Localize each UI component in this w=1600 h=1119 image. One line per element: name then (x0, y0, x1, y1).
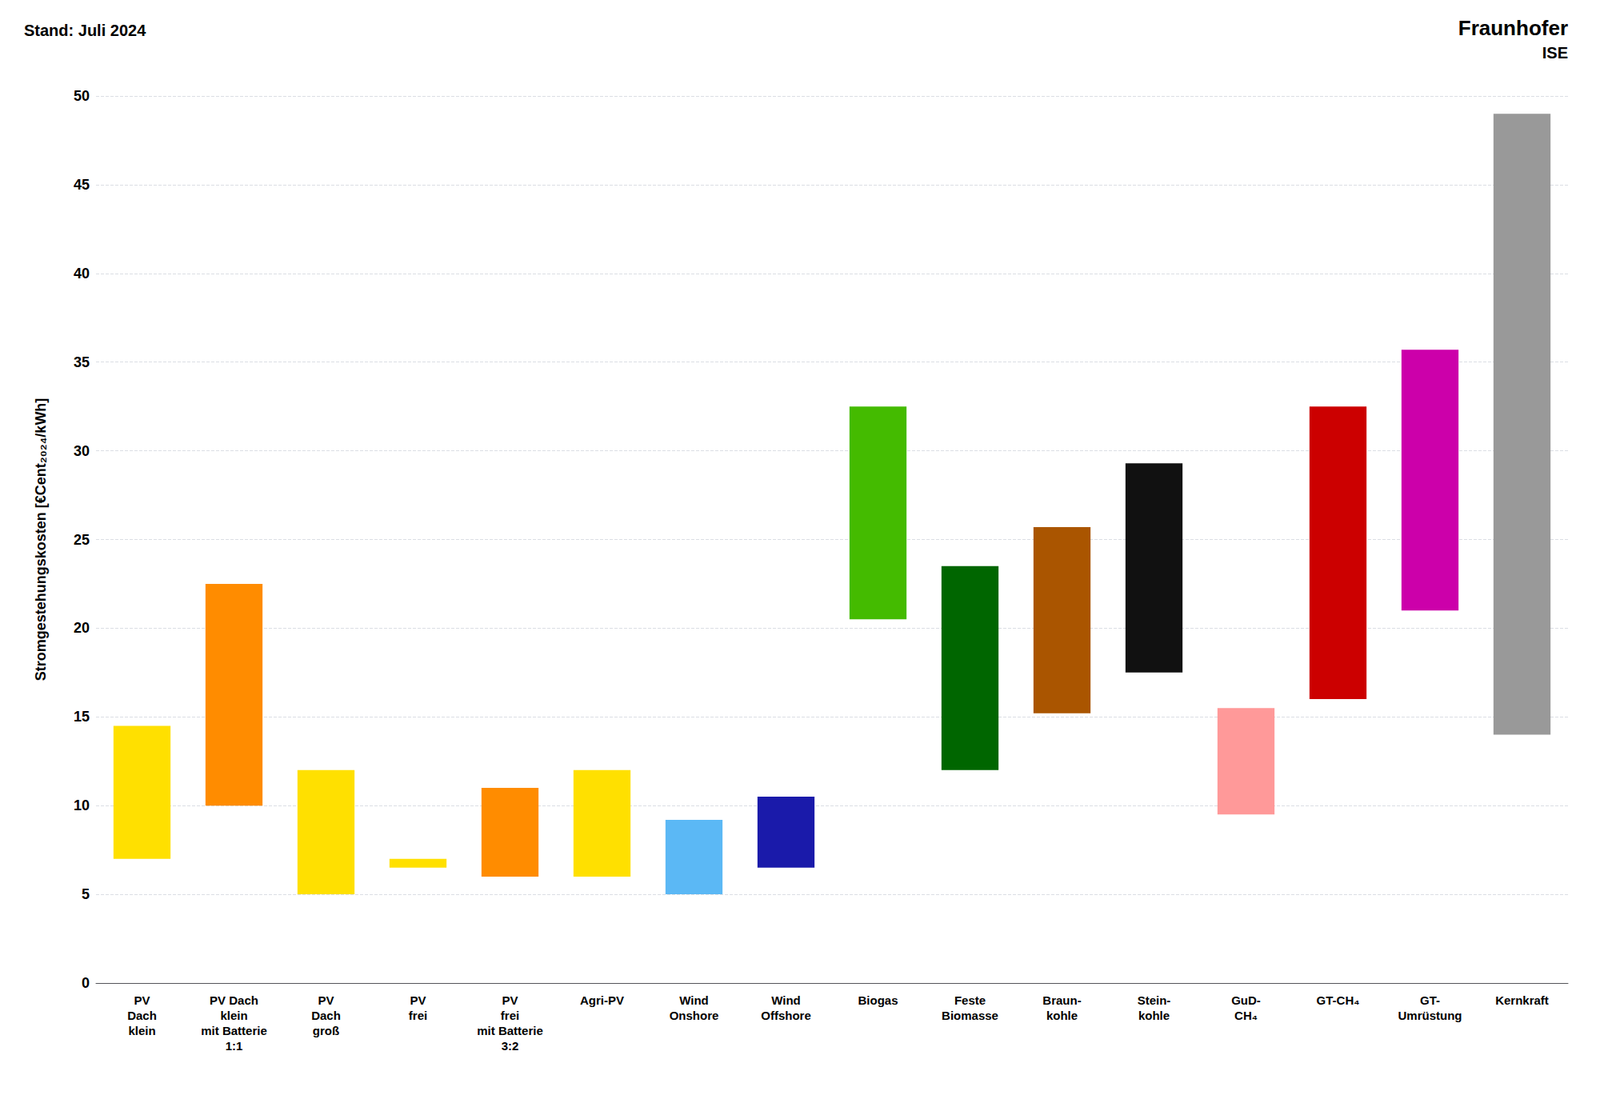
svg-text:GuD-: GuD- (1231, 993, 1261, 1008)
svg-text:5: 5 (81, 886, 90, 903)
svg-text:Dach: Dach (127, 1008, 157, 1023)
svg-text:ISE: ISE (1542, 44, 1568, 62)
svg-text:Agri-PV: Agri-PV (580, 993, 624, 1008)
svg-text:frei: frei (500, 1008, 520, 1023)
svg-text:kohle: kohle (1138, 1008, 1170, 1023)
svg-text:Braun-: Braun- (1042, 993, 1081, 1008)
svg-text:25: 25 (73, 532, 90, 548)
svg-text:3:2: 3:2 (501, 1039, 520, 1053)
svg-text:PV: PV (317, 993, 334, 1008)
svg-text:PV: PV (133, 993, 150, 1008)
svg-text:Dach: Dach (311, 1008, 341, 1023)
svg-text:50: 50 (73, 88, 90, 104)
svg-text:30: 30 (73, 443, 90, 460)
svg-text:mit Batterie: mit Batterie (200, 1024, 268, 1038)
svg-text:40: 40 (73, 265, 90, 282)
svg-text:Kernkraft: Kernkraft (1495, 993, 1549, 1008)
svg-text:10: 10 (73, 797, 90, 814)
svg-text:klein: klein (128, 1024, 156, 1038)
svg-text:Biogas: Biogas (857, 993, 898, 1008)
svg-text:45: 45 (73, 176, 90, 193)
svg-text:kohle: kohle (1046, 1008, 1078, 1023)
svg-text:Wind: Wind (679, 993, 709, 1008)
svg-text:Stand: Juli 2024: Stand: Juli 2024 (24, 21, 147, 40)
svg-text:GT-: GT- (1420, 993, 1440, 1008)
svg-text:35: 35 (73, 354, 90, 371)
svg-text:20: 20 (73, 620, 90, 636)
svg-text:Umrüstung: Umrüstung (1398, 1008, 1463, 1023)
svg-text:Stein-: Stein- (1137, 993, 1172, 1008)
svg-text:mit Batterie: mit Batterie (476, 1024, 544, 1038)
svg-text:Fraunhofer: Fraunhofer (1458, 16, 1568, 40)
svg-text:PV: PV (409, 993, 426, 1008)
svg-text:Biomasse: Biomasse (941, 1008, 999, 1023)
svg-text:CH₄: CH₄ (1234, 1008, 1258, 1023)
svg-text:Wind: Wind (771, 993, 801, 1008)
svg-text:1:1: 1:1 (225, 1039, 244, 1053)
svg-text:Stromgestehungskosten [€Cent₂₀: Stromgestehungskosten [€Cent₂₀₂₄/kWh] (32, 398, 49, 682)
svg-text:groß: groß (312, 1024, 340, 1038)
svg-text:15: 15 (73, 708, 90, 725)
svg-text:Onshore: Onshore (669, 1008, 720, 1023)
svg-text:Offshore: Offshore (760, 1008, 812, 1023)
svg-text:0: 0 (81, 975, 90, 992)
svg-text:Feste: Feste (954, 993, 986, 1008)
svg-text:GT-CH₄: GT-CH₄ (1316, 993, 1360, 1008)
svg-text:frei: frei (408, 1008, 428, 1023)
svg-text:klein: klein (220, 1008, 248, 1023)
svg-text:PV: PV (501, 993, 518, 1008)
svg-text:PV Dach: PV Dach (209, 993, 259, 1008)
